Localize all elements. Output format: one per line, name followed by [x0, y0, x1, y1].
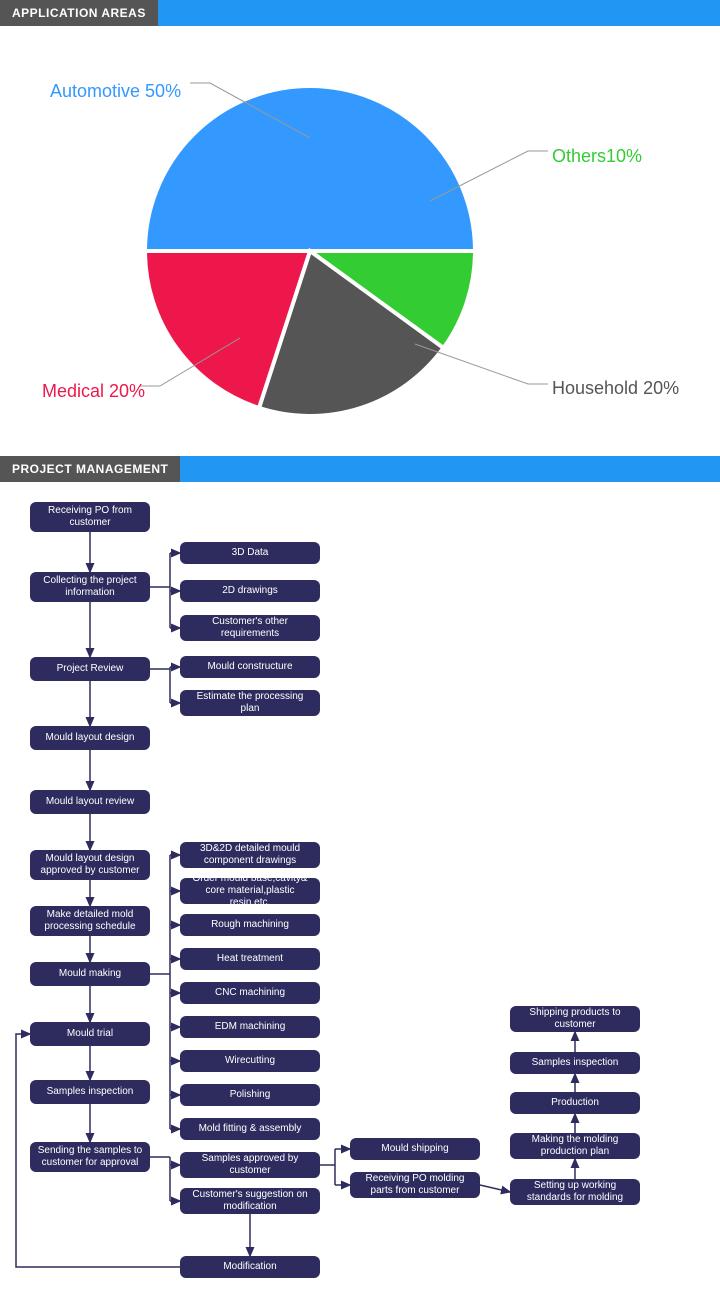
flow-node: Modification: [180, 1256, 320, 1278]
pie-label: Others10%: [552, 146, 642, 167]
flow-node: 3D Data: [180, 542, 320, 564]
flow-node: Samples inspection: [30, 1080, 150, 1104]
flow-node: Setting up working standards for molding: [510, 1179, 640, 1205]
flow-node: CNC machining: [180, 982, 320, 1004]
pie-label: Household 20%: [552, 378, 679, 399]
flow-node: Customer's other requirements: [180, 615, 320, 641]
flow-node: Estimate the processing plan: [180, 690, 320, 716]
flow-node: Project Review: [30, 657, 150, 681]
flow-node: Mould layout design approved by customer: [30, 850, 150, 880]
flow-node: Mould layout review: [30, 790, 150, 814]
flow-node: Customer's suggestion on modification: [180, 1188, 320, 1214]
flowchart: Receiving PO from customer Collecting the…: [0, 482, 720, 1302]
flow-node: 3D&2D detailed mould component drawings: [180, 842, 320, 868]
section-title-pm: PROJECT MANAGEMENT: [0, 456, 180, 482]
flow-node: Shipping products to customer: [510, 1006, 640, 1032]
section-header-pm: PROJECT MANAGEMENT: [0, 456, 720, 482]
flow-node: Mold fitting & assembly: [180, 1118, 320, 1140]
section-header-apps: APPLICATION AREAS: [0, 0, 720, 26]
flow-node: 2D drawings: [180, 580, 320, 602]
flow-node: Sending the samples to customer for appr…: [30, 1142, 150, 1172]
flow-node: Receiving PO from customer: [30, 502, 150, 532]
flow-node: EDM machining: [180, 1016, 320, 1038]
flow-edge: [480, 1185, 510, 1192]
flow-node: Samples approved by customer: [180, 1152, 320, 1178]
flow-node: Production: [510, 1092, 640, 1114]
flow-node: Mould trial: [30, 1022, 150, 1046]
flow-node: Samples inspection: [510, 1052, 640, 1074]
flow-node: Order mould base,cavity& core material,p…: [180, 878, 320, 904]
flow-node: Wirecutting: [180, 1050, 320, 1072]
flow-node: Mould making: [30, 962, 150, 986]
flow-node: Receiving PO molding parts from customer: [350, 1172, 480, 1198]
pie-slice: [145, 86, 475, 251]
flow-node: Collecting the project information: [30, 572, 150, 602]
pie-chart: Automotive 50% Others10% Household 20% Medi…: [0, 26, 720, 456]
pie-label: Automotive 50%: [50, 81, 181, 102]
flow-node: Mould shipping: [350, 1138, 480, 1160]
flow-node: Make detailed mold processing schedule: [30, 906, 150, 936]
flow-node: Making the molding production plan: [510, 1133, 640, 1159]
flow-node: Rough machining: [180, 914, 320, 936]
section-title-apps: APPLICATION AREAS: [0, 0, 158, 26]
flow-node: Mould constructure: [180, 656, 320, 678]
flow-node: Heat treatment: [180, 948, 320, 970]
pie-label: Medical 20%: [42, 381, 145, 402]
flow-node: Polishing: [180, 1084, 320, 1106]
flow-node: Mould layout design: [30, 726, 150, 750]
